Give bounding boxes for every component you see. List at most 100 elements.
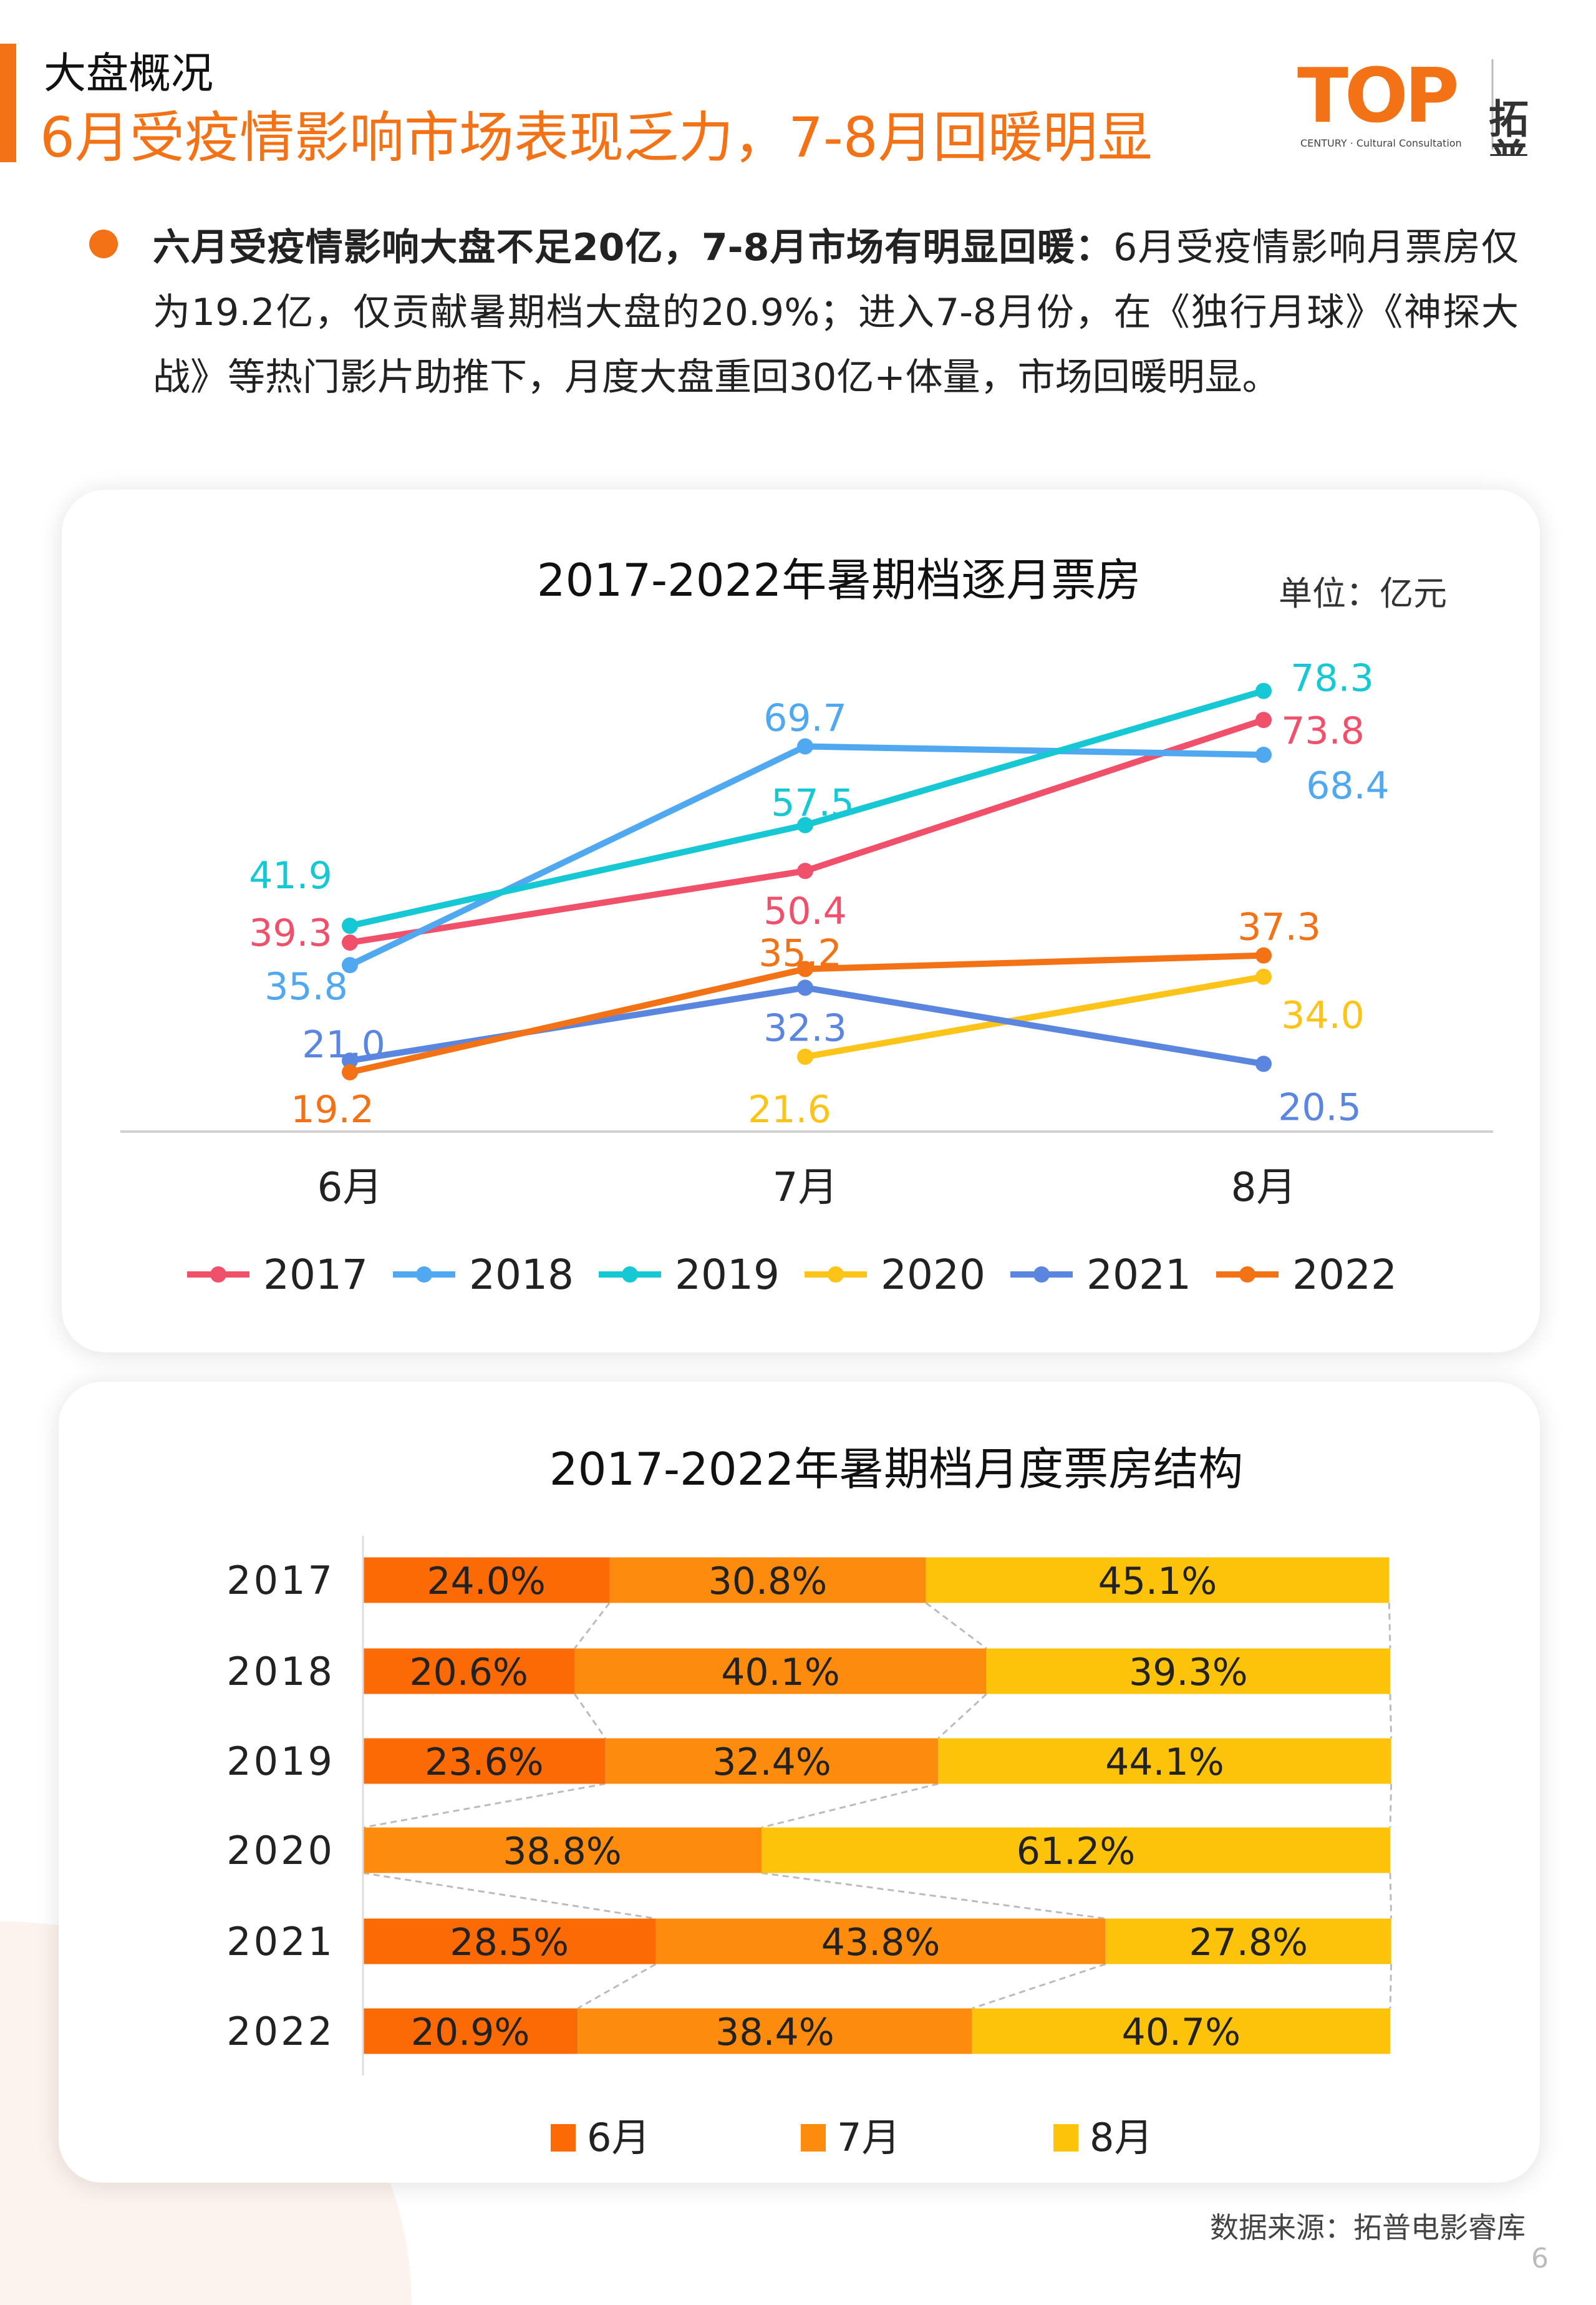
bar-row-2021: 2021 28.5% 43.8% 27.8% bbox=[226, 1918, 1391, 1964]
series-connector bbox=[761, 1872, 1106, 1919]
legend-marker bbox=[416, 1266, 432, 1283]
bar-legend: 6月 7月 8月 bbox=[551, 2115, 1153, 2160]
bar-value-label: 20.6% bbox=[409, 1651, 528, 1694]
category-label: 2022 bbox=[226, 2009, 335, 2054]
legend-label: 2019 bbox=[675, 1251, 780, 1299]
data-point bbox=[797, 817, 813, 833]
series-connector bbox=[937, 1693, 987, 1739]
bar-row-2020: 2020 38.8% 61.2% bbox=[226, 1827, 1390, 1873]
legend-marker bbox=[622, 1266, 638, 1283]
series-connector bbox=[362, 1783, 606, 1828]
series-2020: 21.6 34.0 bbox=[748, 968, 1365, 1132]
data-point bbox=[342, 1052, 358, 1069]
category-label: 2019 bbox=[226, 1739, 335, 1784]
bar-segment-7月 bbox=[605, 1738, 939, 1784]
bar-segment-8月 bbox=[926, 1557, 1390, 1603]
data-point bbox=[1255, 712, 1272, 729]
bar-value-label: 20.9% bbox=[411, 2011, 530, 2054]
bar-row-2018: 2018 20.6% 40.1% 39.3% bbox=[226, 1648, 1390, 1694]
data-label: 21.0 bbox=[302, 1023, 385, 1067]
line-chart-title: 2017-2022年暑期档逐月票房 bbox=[537, 554, 1141, 606]
data-point bbox=[797, 863, 813, 880]
intro-paragraph: 六月受疫情影响大盘不足20亿，7-8月市场有明显回暖：6月受疫情影响月票房仅为1… bbox=[153, 215, 1519, 410]
legend-label: 7月 bbox=[837, 2115, 900, 2160]
data-point bbox=[797, 1049, 813, 1065]
bar-segment-7月 bbox=[609, 1557, 926, 1603]
data-point bbox=[797, 738, 813, 755]
data-point bbox=[342, 1064, 358, 1080]
data-label: 68.4 bbox=[1306, 764, 1390, 808]
legend-swatch bbox=[801, 2124, 826, 2152]
series-2019: 41.9 57.5 78.3 bbox=[249, 657, 1374, 934]
bar-value-label: 38.8% bbox=[503, 1830, 622, 1873]
legend-item-2021: 2021 bbox=[1010, 1251, 1191, 1299]
bar-value-label: 38.4% bbox=[715, 2011, 834, 2054]
line-series: 39.3 50.4 73.8 35.8 69.7 68.4 41.9 57.5 78.3 21.6… bbox=[249, 657, 1390, 1132]
bar-rows: 2017 24.0% 30.8% 45.1%2018 20.6% 40.1% 39.3%20… bbox=[226, 1557, 1391, 2054]
data-label: 73.8 bbox=[1281, 709, 1365, 753]
series-connector bbox=[1389, 1873, 1393, 1919]
series-2017: 39.3 50.4 73.8 bbox=[249, 709, 1365, 955]
data-point bbox=[1255, 968, 1272, 985]
bar-segment-8月 bbox=[986, 1648, 1390, 1694]
legend-label: 2021 bbox=[1086, 1251, 1191, 1299]
legend-label: 2020 bbox=[881, 1251, 985, 1299]
data-point bbox=[797, 979, 813, 996]
data-label: 39.3 bbox=[249, 911, 332, 955]
bar-segment-8月 bbox=[938, 1738, 1391, 1784]
accent-bar bbox=[0, 44, 16, 162]
data-point bbox=[1255, 1055, 1272, 1072]
page-headline: 6月受疫情影响市场表现乏力，7-8月回暖明显 bbox=[40, 105, 1153, 170]
category-label: 2021 bbox=[226, 1919, 335, 1964]
data-point bbox=[342, 918, 358, 934]
bullet-icon bbox=[89, 230, 118, 258]
legend-swatch bbox=[551, 2124, 576, 2152]
series-connector bbox=[574, 1602, 611, 1649]
category-label: 2018 bbox=[226, 1649, 335, 1694]
logo-wordmark: TOP bbox=[1297, 53, 1457, 140]
data-point bbox=[342, 934, 358, 951]
legend-label: 2017 bbox=[263, 1251, 368, 1299]
category-label: 2020 bbox=[226, 1828, 335, 1873]
legend-label: 2022 bbox=[1292, 1251, 1397, 1299]
bar-segment-7月 bbox=[655, 1918, 1106, 1964]
legend-swatch bbox=[1053, 2124, 1078, 2152]
series-connector bbox=[1389, 1783, 1393, 1828]
legend-marker bbox=[210, 1266, 226, 1283]
bar-value-label: 32.4% bbox=[712, 1740, 831, 1784]
data-label: 32.3 bbox=[763, 1006, 847, 1050]
data-point bbox=[1255, 682, 1272, 699]
legend-item-2019: 2019 bbox=[599, 1251, 780, 1299]
series-connector bbox=[761, 1783, 939, 1828]
bar-segment-6月 bbox=[363, 1738, 606, 1784]
bar-segment-8月 bbox=[1105, 1918, 1391, 1964]
data-label: 21.6 bbox=[748, 1088, 831, 1132]
series-connector bbox=[925, 1602, 987, 1649]
series-connector bbox=[1389, 1964, 1393, 2009]
legend-item-2017: 2017 bbox=[187, 1251, 368, 1299]
bar-value-label: 39.3% bbox=[1129, 1651, 1248, 1694]
section-label: 大盘概况 bbox=[44, 49, 214, 99]
bar-row-2017: 2017 24.0% 30.8% 45.1% bbox=[226, 1557, 1390, 1603]
series-2022: 19.2 35.2 37.3 bbox=[291, 906, 1321, 1132]
series-connector bbox=[972, 1963, 1106, 2009]
bar-value-label: 43.8% bbox=[821, 1921, 941, 1964]
bar-value-label: 24.0% bbox=[427, 1560, 546, 1603]
legend-label: 6月 bbox=[587, 2115, 650, 2160]
legend-item-8月: 8月 bbox=[1053, 2115, 1153, 2160]
line-chart-unit: 单位：亿元 bbox=[1279, 574, 1447, 613]
page-number: 6 bbox=[1531, 2243, 1549, 2274]
bar-row-2019: 2019 23.6% 32.4% 44.1% bbox=[226, 1738, 1391, 1784]
series-connector bbox=[362, 1872, 656, 1919]
data-label: 57.5 bbox=[771, 782, 854, 825]
bar-value-label: 28.5% bbox=[450, 1921, 569, 1964]
legend-item-6月: 6月 bbox=[551, 2115, 650, 2160]
legend-marker bbox=[1239, 1266, 1255, 1283]
data-label: 20.5 bbox=[1278, 1085, 1361, 1129]
bar-segment-7月 bbox=[363, 1827, 762, 1873]
bar-value-label: 45.1% bbox=[1098, 1560, 1217, 1603]
data-point bbox=[342, 957, 358, 974]
legend-marker bbox=[1033, 1266, 1050, 1283]
bar-connectors bbox=[362, 1602, 1393, 2009]
